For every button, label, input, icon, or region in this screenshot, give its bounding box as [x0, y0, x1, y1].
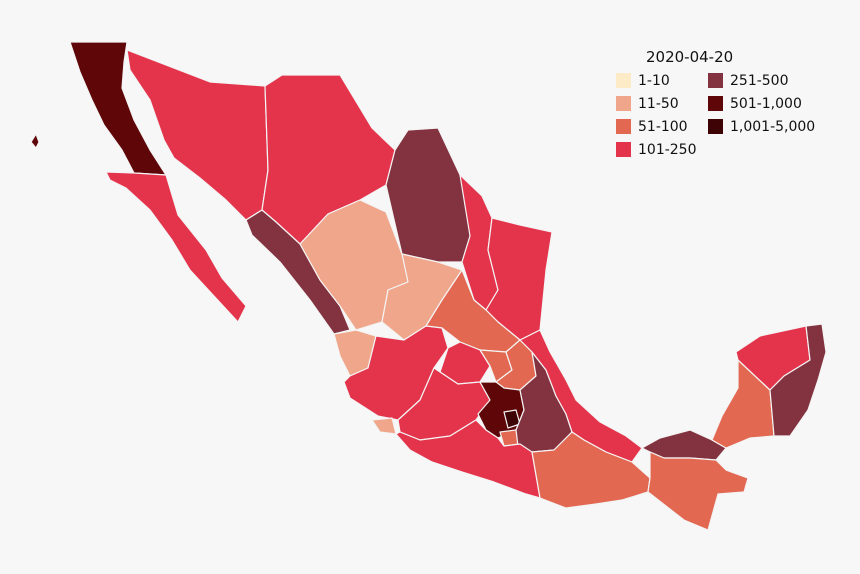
legend-label: 1,001-5,000	[730, 118, 816, 135]
state-guerrero[interactable]	[395, 419, 541, 499]
legend-label: 51-100	[638, 118, 688, 135]
legend-title: 2020-04-20	[646, 48, 734, 66]
state-chiapas[interactable]	[647, 451, 749, 531]
legend-label: 501-1,000	[730, 95, 802, 112]
legend-item: 1,001-5,000	[708, 115, 833, 138]
state-colima[interactable]	[371, 417, 397, 435]
legend-swatch	[708, 73, 723, 88]
legend-item: 251-500	[708, 69, 833, 92]
legend-item: 501-1,000	[708, 92, 833, 115]
legend-swatch	[616, 142, 631, 157]
legend-swatch	[708, 119, 723, 134]
legend-label: 251-500	[730, 72, 789, 89]
legend-swatch	[616, 96, 631, 111]
legend-column-right: 251-500 501-1,000 1,001-5,000	[708, 69, 833, 161]
legend-label: 11-50	[638, 95, 679, 112]
state-baja-california-sur[interactable]	[105, 171, 247, 323]
legend-item: 51-100	[616, 115, 708, 138]
map-legend: 2020-04-20 1-10 11-50 51-100 101-250	[616, 48, 836, 161]
legend-item: 1-10	[616, 69, 708, 92]
legend-item: 101-250	[616, 138, 708, 161]
legend-label: 101-250	[638, 141, 697, 158]
legend-item: 11-50	[616, 92, 708, 115]
state-sinaloa[interactable]	[245, 209, 351, 335]
legend-label: 1-10	[638, 72, 670, 89]
legend-swatch	[708, 96, 723, 111]
legend-swatch	[616, 119, 631, 134]
island-guadalupe	[30, 133, 40, 149]
state-jalisco[interactable]	[343, 325, 449, 421]
state-quintana-roo[interactable]	[769, 323, 827, 437]
legend-swatch	[616, 73, 631, 88]
legend-column-left: 1-10 11-50 51-100 101-250	[616, 69, 708, 161]
legend-columns: 1-10 11-50 51-100 101-250 251-500 5	[616, 69, 836, 161]
